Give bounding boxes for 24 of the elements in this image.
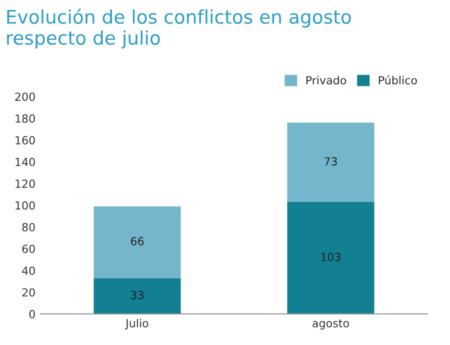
bar [287, 122, 374, 202]
data-label: 66 [130, 237, 144, 246]
y-tick-label: 200 [15, 92, 35, 101]
y-tick-label: 140 [16, 158, 35, 166]
legend-label: Público [378, 75, 417, 84]
bar [94, 278, 181, 314]
x-tick-label: Julio [125, 318, 148, 330]
y-tick-label: 20 [22, 288, 35, 297]
y-tick-label: 40 [22, 266, 35, 275]
y-tick-label: 100 [16, 201, 35, 210]
bar [287, 202, 374, 314]
y-tick-label: 160 [16, 136, 35, 144]
bar [94, 206, 181, 278]
y-tick-label: 120 [16, 180, 35, 188]
data-label: 33 [131, 290, 144, 300]
y-tick-label: 0 [29, 310, 35, 318]
y-tick-label: 180 [16, 114, 35, 123]
chart-title: Evolución de los conflictos en agosto respecto de julio [7, 8, 351, 49]
x-tick-label: agosto [312, 319, 349, 330]
legend-label: Privado [306, 76, 346, 84]
data-label: 103 [321, 252, 340, 262]
y-tick-label: 60 [22, 244, 35, 254]
data-label: 73 [324, 157, 337, 166]
y-tick-label: 80 [22, 222, 35, 232]
